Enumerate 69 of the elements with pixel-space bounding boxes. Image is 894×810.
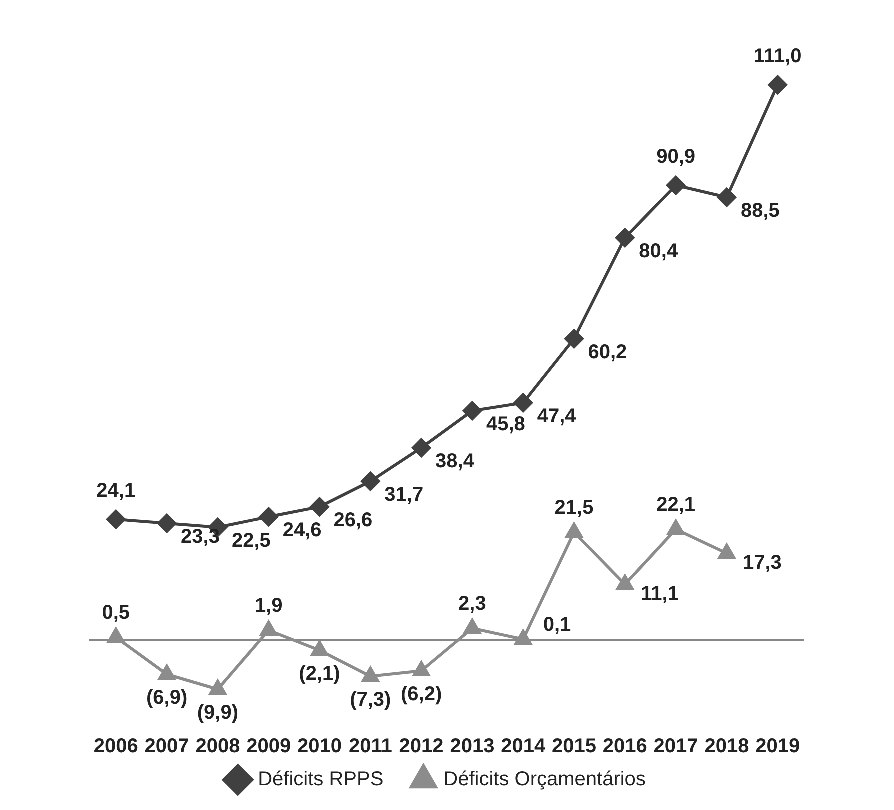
- point: [361, 472, 380, 491]
- point: [106, 510, 126, 529]
- point: [616, 575, 634, 590]
- point: [564, 330, 584, 348]
- point: [310, 498, 330, 516]
- point: [412, 438, 432, 458]
- point: [259, 508, 278, 526]
- x-tick-label: 2016: [602, 736, 648, 758]
- data-label: (6,9): [146, 687, 188, 710]
- point: [668, 520, 684, 535]
- data-label: (7,3): [350, 689, 392, 712]
- x-tick-label: 2013: [450, 736, 495, 758]
- x-tick-label: 2019: [756, 736, 800, 758]
- x-tick-label: 2014: [501, 736, 546, 758]
- x-tick-label: 2007: [144, 736, 190, 758]
- data-label: 38,4: [436, 450, 476, 473]
- point: [514, 630, 532, 645]
- data-label: 11,1: [641, 583, 679, 606]
- data-label: 24,1: [96, 480, 136, 502]
- data-label: 1,9: [254, 595, 283, 618]
- data-label: 90,9: [656, 146, 696, 168]
- x-tick-label: 2010: [298, 736, 342, 758]
- point: [616, 228, 635, 248]
- point: [108, 628, 125, 643]
- data-label: (9,9): [197, 702, 239, 724]
- x-tick-label: 2018: [704, 736, 750, 758]
- point: [462, 402, 482, 420]
- data-label: (2,1): [299, 663, 340, 686]
- point: [718, 544, 736, 559]
- data-label: 31,7: [384, 484, 424, 506]
- point: [464, 619, 481, 634]
- x-tick-label: 2009: [246, 736, 292, 758]
- point: [158, 665, 176, 680]
- data-label: 17,3: [742, 552, 782, 574]
- data-label: 23,3: [181, 526, 220, 548]
- x-tick-label: 2015: [552, 736, 596, 758]
- data-label: 88,5: [740, 200, 780, 222]
- legend-label: Déficits RPPS: [258, 768, 384, 791]
- data-label: (6,2): [400, 684, 442, 706]
- data-label: 60,2: [588, 342, 628, 364]
- x-tick-label: 2008: [196, 736, 240, 758]
- legend-label: Déficits Orçamentários: [444, 768, 646, 791]
- point: [666, 176, 686, 195]
- data-label: 80,4: [639, 240, 679, 263]
- x-tick-label: 2012: [399, 736, 444, 758]
- point: [158, 514, 177, 533]
- data-label: 22,1: [656, 494, 696, 516]
- data-label: 26,6: [334, 510, 373, 532]
- point: [717, 188, 736, 207]
- point: [311, 641, 328, 656]
- data-label: 47,4: [537, 406, 578, 428]
- x-tick-label: 2006: [94, 736, 138, 758]
- data-label: 22,5: [232, 530, 271, 552]
- point: [210, 680, 226, 695]
- point: [768, 76, 788, 94]
- point: [413, 662, 430, 676]
- point: [362, 667, 380, 682]
- data-label: 45,8: [486, 414, 526, 436]
- data-label: 24,6: [282, 520, 322, 542]
- x-tick-label: 2017: [654, 736, 698, 758]
- data-label: 21,5: [554, 497, 594, 520]
- data-label: 0,1: [543, 614, 572, 636]
- x-tick-label: 2011: [348, 736, 392, 758]
- point: [566, 523, 583, 538]
- point: [260, 621, 278, 636]
- data-label: 111,0: [754, 46, 802, 68]
- point: [514, 394, 533, 412]
- data-label: 2,3: [458, 593, 486, 616]
- data-label: 0,5: [102, 602, 130, 624]
